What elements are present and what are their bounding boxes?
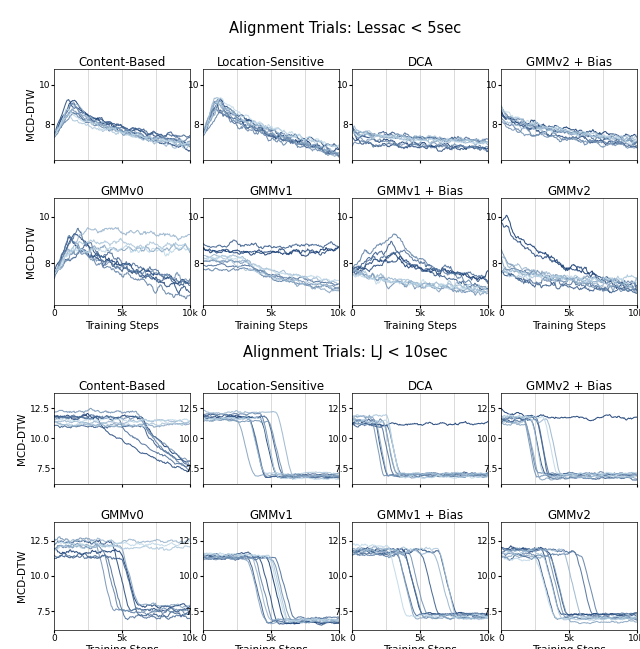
Text: Alignment Trials: Lessac < 5sec: Alignment Trials: Lessac < 5sec bbox=[230, 21, 461, 36]
Title: GMMv1: GMMv1 bbox=[249, 509, 293, 522]
Y-axis label: MCD-DTW: MCD-DTW bbox=[17, 412, 28, 465]
Title: GMMv0: GMMv0 bbox=[100, 509, 144, 522]
Title: DCA: DCA bbox=[408, 380, 433, 393]
X-axis label: Training Steps: Training Steps bbox=[383, 321, 457, 331]
Title: GMMv2: GMMv2 bbox=[547, 509, 591, 522]
X-axis label: Training Steps: Training Steps bbox=[234, 321, 308, 331]
Title: Location-Sensitive: Location-Sensitive bbox=[217, 56, 325, 69]
Title: Location-Sensitive: Location-Sensitive bbox=[217, 380, 325, 393]
X-axis label: Training Steps: Training Steps bbox=[85, 321, 159, 331]
Title: DCA: DCA bbox=[408, 56, 433, 69]
Title: GMMv1: GMMv1 bbox=[249, 185, 293, 198]
Title: GMMv2: GMMv2 bbox=[547, 185, 591, 198]
X-axis label: Training Steps: Training Steps bbox=[85, 646, 159, 649]
Title: Content-Based: Content-Based bbox=[79, 380, 166, 393]
Title: GMMv2 + Bias: GMMv2 + Bias bbox=[526, 56, 612, 69]
Title: GMMv0: GMMv0 bbox=[100, 185, 144, 198]
Title: GMMv2 + Bias: GMMv2 + Bias bbox=[526, 380, 612, 393]
X-axis label: Training Steps: Training Steps bbox=[383, 646, 457, 649]
Title: Content-Based: Content-Based bbox=[79, 56, 166, 69]
Y-axis label: MCD-DTW: MCD-DTW bbox=[17, 550, 28, 602]
Y-axis label: MCD-DTW: MCD-DTW bbox=[26, 88, 36, 140]
Y-axis label: MCD-DTW: MCD-DTW bbox=[26, 225, 36, 278]
X-axis label: Training Steps: Training Steps bbox=[532, 646, 606, 649]
Title: GMMv1 + Bias: GMMv1 + Bias bbox=[377, 509, 463, 522]
Title: GMMv1 + Bias: GMMv1 + Bias bbox=[377, 185, 463, 198]
X-axis label: Training Steps: Training Steps bbox=[234, 646, 308, 649]
Text: Alignment Trials: LJ < 10sec: Alignment Trials: LJ < 10sec bbox=[243, 345, 448, 360]
X-axis label: Training Steps: Training Steps bbox=[532, 321, 606, 331]
